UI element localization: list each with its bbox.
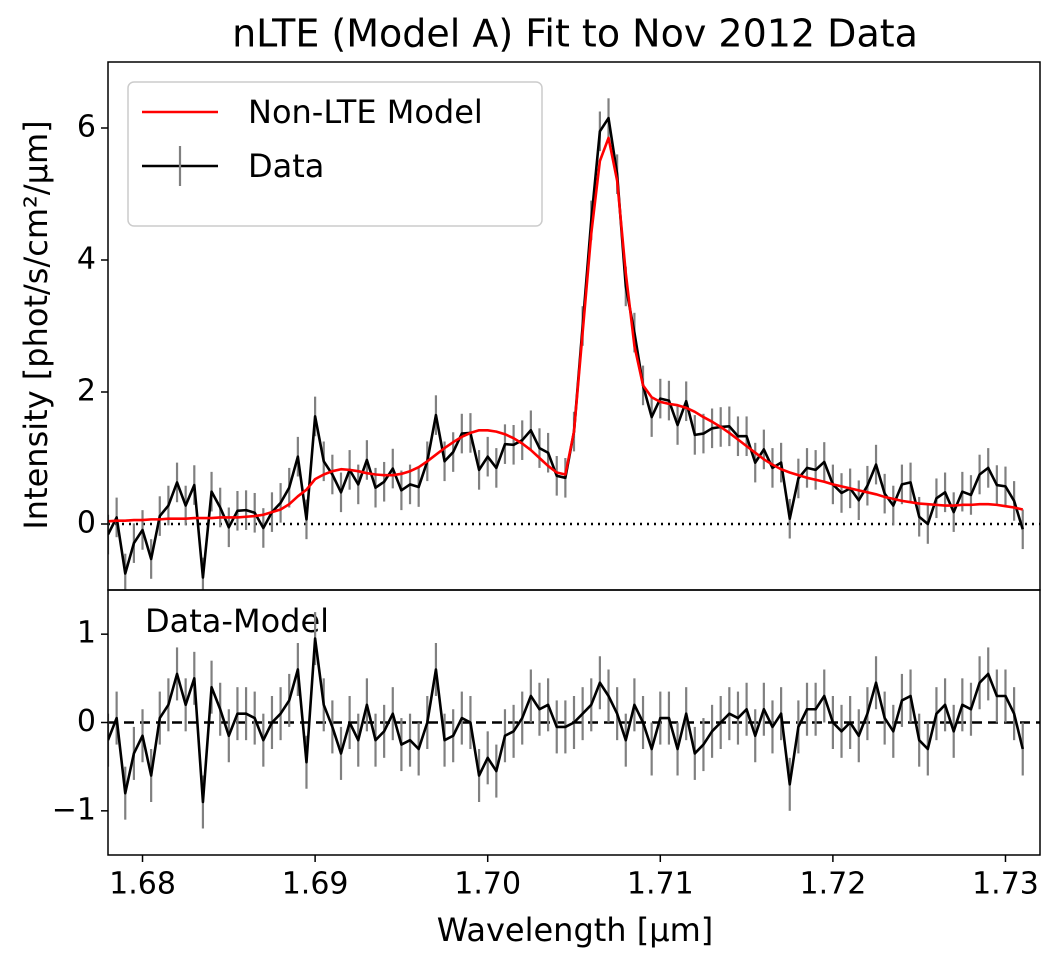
x-tick-label: 1.71 (627, 867, 694, 902)
legend-label: Non-LTE Model (248, 93, 483, 131)
legend-box (127, 81, 543, 227)
y-axis-label: Intensity [phot/s/cm²/μm] (17, 120, 55, 529)
y-tick-label: −1 (52, 792, 96, 827)
x-tick-label: 1.68 (109, 867, 176, 902)
y-tick-label: 6 (77, 110, 96, 145)
x-tick-label: 1.69 (282, 867, 349, 902)
y-tick-label: 0 (77, 506, 96, 541)
plot-area (108, 98, 1040, 590)
legend-label: Data (248, 147, 324, 185)
axes-frame (107, 589, 1041, 856)
x-tick-label: 1.70 (454, 867, 521, 902)
chart-title: nLTE (Model A) Fit to Nov 2012 Data (232, 12, 918, 56)
annotation: Data-Model (145, 602, 329, 640)
y-tick-label: 4 (77, 242, 96, 277)
y-tick-label: 0 (77, 704, 96, 739)
y-tick-label: 1 (77, 616, 96, 651)
x-tick-label: 1.73 (972, 867, 1039, 902)
series-line (108, 136, 1024, 523)
y-tick-label: 2 (77, 374, 96, 409)
series-line (108, 116, 1024, 579)
x-tick-label: 1.72 (799, 867, 866, 902)
x-axis-label: Wavelength [μm] (437, 911, 714, 949)
series-line (108, 637, 1025, 804)
plot-area (108, 612, 1040, 829)
